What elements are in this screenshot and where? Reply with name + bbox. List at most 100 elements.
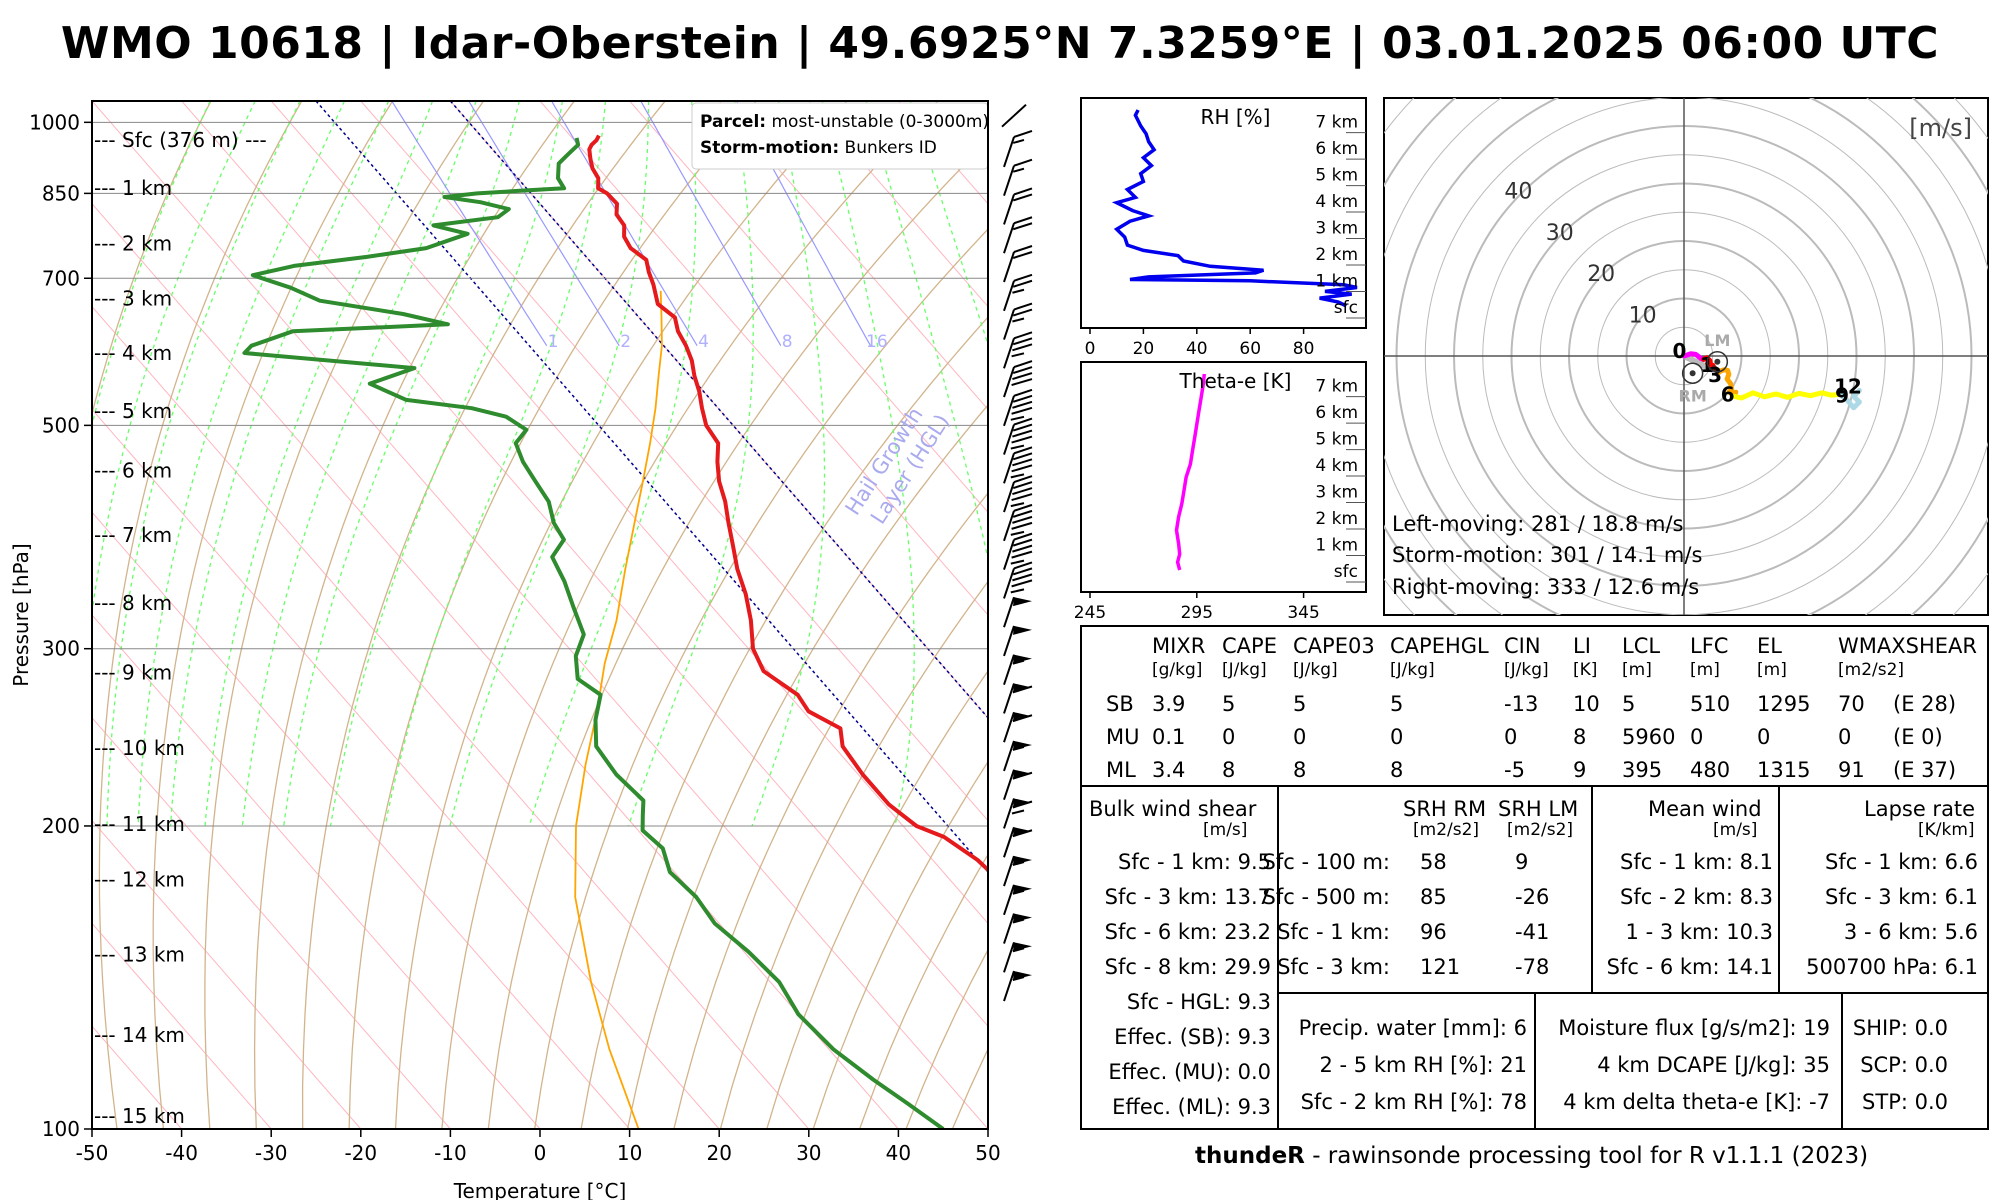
wind-barb xyxy=(1003,245,1033,283)
srh-lm-unit: [m2/s2] xyxy=(1507,820,1574,840)
barb-feather xyxy=(1010,415,1025,421)
x-tick-label: -40 xyxy=(165,1141,198,1165)
srh-rm-value: 96 xyxy=(1420,920,1447,944)
index-value: 0 xyxy=(1690,725,1704,749)
index-value: 91 xyxy=(1838,758,1865,782)
isotherm-line xyxy=(181,101,988,1027)
isotherm-line xyxy=(92,101,988,1129)
barb-shaft xyxy=(1003,798,1015,829)
isotherm-line xyxy=(0,101,2,1129)
barb-shaft xyxy=(1003,337,1015,369)
isotherm-line xyxy=(92,614,541,1129)
wind-barb xyxy=(1003,130,1033,168)
isotherm-line xyxy=(629,101,988,513)
isotherm-line xyxy=(92,408,720,1129)
bulk-row: Sfc - 6 km: 23.2 xyxy=(1104,920,1271,944)
moisture-left-row: Sfc - 2 km RH [%]: 78 xyxy=(1300,1090,1527,1114)
isotherm-line xyxy=(270,101,988,925)
meanwind-unit: [m/s] xyxy=(1713,820,1758,840)
dry-adiabat xyxy=(152,101,394,1129)
barb-feather xyxy=(1013,245,1033,253)
footer-name: thundeR xyxy=(1195,1143,1305,1169)
dry-adiabat xyxy=(719,580,988,1129)
composite-row: SHIP: 0.0 xyxy=(1852,1016,1948,1040)
rh-panel-x-tick-label: 20 xyxy=(1133,339,1155,359)
barb-shaft xyxy=(1003,510,1015,542)
index-unit: [m] xyxy=(1622,660,1652,680)
moist-adiabat xyxy=(241,101,477,827)
height-label: --- 6 km xyxy=(94,458,172,482)
chart-title: WMO 10618 | Idar-Oberstein | 49.6925°N 7… xyxy=(60,18,1940,69)
index-value: (E 28) xyxy=(1893,692,1957,716)
barb-feather xyxy=(1013,302,1033,311)
barb-feather xyxy=(1012,829,1033,838)
meanwind-row: 1 - 3 km: 10.3 xyxy=(1625,920,1773,944)
rm-marker-dot xyxy=(1689,370,1696,377)
hodo-ring-label: 10 xyxy=(1629,304,1657,329)
height-label: --- 7 km xyxy=(94,523,172,547)
lapse-row: Sfc - 3 km: 6.1 xyxy=(1825,885,1978,909)
footer: thundeR - rawinsonde processing tool for… xyxy=(1195,1143,1868,1169)
index-unit: [g/kg] xyxy=(1152,660,1203,680)
barb-feather xyxy=(1012,515,1033,524)
wind-barb xyxy=(1003,503,1033,542)
parcel-curve xyxy=(574,290,663,1129)
hodo-ring-label: 40 xyxy=(1504,179,1532,204)
index-unit: [m] xyxy=(1757,660,1787,680)
height-label: --- 3 km xyxy=(94,287,172,311)
barb-feather xyxy=(1011,493,1033,502)
barb-shaft xyxy=(1003,711,1015,743)
bulk-row: Sfc - 8 km: 29.9 xyxy=(1104,955,1271,979)
barb-feather xyxy=(1010,473,1025,479)
hodo-segment xyxy=(1837,388,1862,411)
meanwind-row: Sfc - 1 km: 8.1 xyxy=(1620,850,1773,874)
barb-feather xyxy=(1011,435,1033,444)
barb-feather xyxy=(1012,308,1033,317)
rh-panel-height-label: 7 km xyxy=(1315,113,1358,133)
barb-shaft xyxy=(1003,539,1015,570)
index-value: 70 xyxy=(1838,692,1865,716)
right-moving-text: Right-moving: 333 / 12.6 m/s xyxy=(1392,575,1700,599)
index-value: 480 xyxy=(1690,758,1731,782)
meanwind-row: Sfc - 2 km: 8.3 xyxy=(1620,885,1773,909)
barb-feather xyxy=(1012,423,1033,432)
wind-barb xyxy=(1003,769,1033,801)
barb-shaft xyxy=(1003,453,1015,484)
index-header: WMAXSHEAR xyxy=(1838,634,1977,658)
srh-lm-value: 9 xyxy=(1515,850,1529,874)
srh-row-label: Sfc - 1 km: xyxy=(1277,920,1390,944)
moisture-left-row: Precip. water [mm]: 6 xyxy=(1298,1016,1527,1040)
p-tick-label: 700 xyxy=(42,266,80,290)
wind-barb xyxy=(1003,884,1032,916)
barb-feather xyxy=(1011,464,1033,473)
dry-adiabat xyxy=(253,101,575,1129)
barb-feather xyxy=(1013,273,1033,282)
lapse-unit: [K/km] xyxy=(1918,820,1975,840)
height-label: --- 1 km xyxy=(94,176,172,200)
thetae-panel-profile xyxy=(1174,373,1207,571)
barb-feather xyxy=(1012,251,1033,259)
mixing-ratio-line xyxy=(640,101,782,346)
dry-adiabat xyxy=(766,669,988,1129)
lapse-row: Sfc - 1 km: 6.6 xyxy=(1825,850,1978,874)
footer-rest: - rawinsonde processing tool for R v1.1.… xyxy=(1304,1143,1869,1169)
dry-adiabat xyxy=(441,101,939,1129)
barb-feather xyxy=(1012,714,1033,723)
wind-barb xyxy=(1003,561,1033,599)
barb-feather xyxy=(1013,417,1033,426)
wind-barb xyxy=(1003,970,1032,1002)
barb-feather xyxy=(1012,366,1033,375)
height-label: --- 13 km xyxy=(94,943,185,967)
index-unit: [J/kg] xyxy=(1222,660,1267,680)
barb-feather xyxy=(1013,331,1033,340)
wind-barb xyxy=(1003,941,1032,973)
index-header: CAPE03 xyxy=(1293,634,1375,658)
srh-rm-unit: [m2/s2] xyxy=(1413,820,1480,840)
barb-feather xyxy=(1013,360,1033,369)
isotherm-line xyxy=(92,305,810,1129)
barb-feather xyxy=(1011,352,1025,358)
x-tick-label: 50 xyxy=(975,1141,1000,1165)
isotherm-line xyxy=(808,101,988,308)
x-tick-label: 0 xyxy=(534,1141,547,1165)
